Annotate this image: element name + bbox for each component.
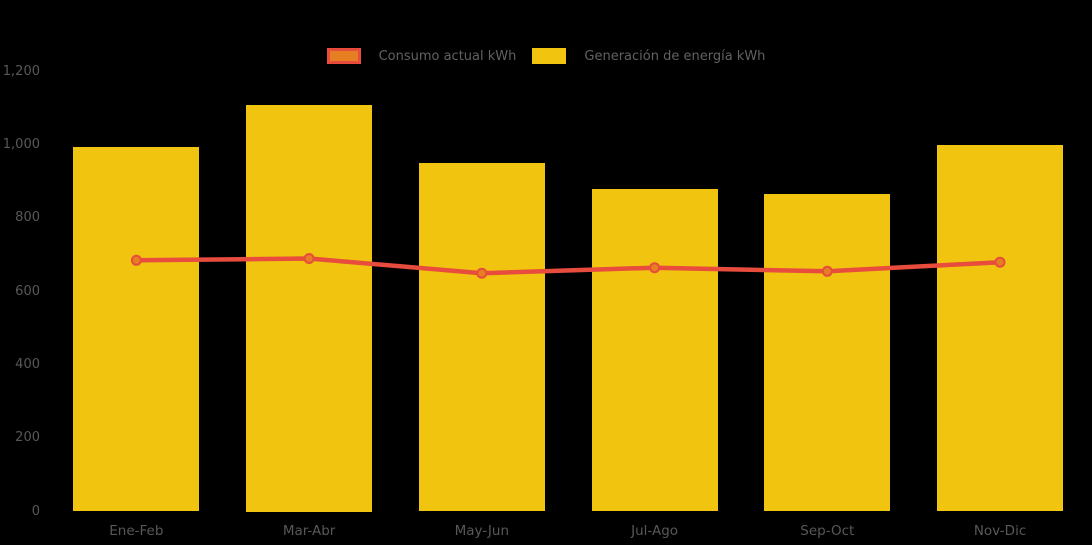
y-axis-tick-label: 800 <box>15 210 40 226</box>
y-axis-tick-label: 400 <box>15 356 40 372</box>
generation-bar[interactable] <box>73 146 200 512</box>
legend-swatch-bar <box>532 48 567 64</box>
y-axis-tick-label: 1,000 <box>2 136 40 152</box>
consumo-line-marker[interactable] <box>994 256 1006 268</box>
generation-bar[interactable] <box>764 194 891 512</box>
generation-bar[interactable] <box>418 163 545 512</box>
y-axis-tick-label: 600 <box>15 283 40 299</box>
legend-label-generacion: Generación de energía kWh <box>584 48 766 64</box>
x-axis-category-label: Nov-Dic <box>973 523 1027 539</box>
y-axis-tick-label: 1,200 <box>2 63 40 79</box>
x-axis-category-label: Ene-Feb <box>109 523 164 539</box>
y-axis-tick-label: 200 <box>15 430 40 446</box>
legend-label-consumo: Consumo actual kWh <box>378 48 517 64</box>
legend-item-consumo[interactable]: Consumo actual kWh <box>326 48 517 64</box>
consumo-line-marker[interactable] <box>476 267 488 279</box>
consumo-line-marker[interactable] <box>821 265 833 277</box>
legend-swatch-line <box>326 48 361 64</box>
x-axis-category-label: Mar-Abr <box>282 523 336 539</box>
generation-bar[interactable] <box>246 104 373 512</box>
consumo-line-marker[interactable] <box>649 262 661 274</box>
x-axis-category-label: Sep-Oct <box>800 523 855 539</box>
consumo-line-marker[interactable] <box>130 254 142 266</box>
legend: Consumo actual kWh Generación de energía… <box>0 48 1092 64</box>
generation-bar[interactable] <box>591 188 718 512</box>
x-axis-category-label: May-Jun <box>454 523 510 539</box>
consumo-line-marker[interactable] <box>303 253 315 264</box>
y-axis-tick-label: 0 <box>31 503 40 519</box>
generation-bar[interactable] <box>937 144 1064 512</box>
legend-item-generacion[interactable]: Generación de energía kWh <box>532 48 765 64</box>
x-axis-category-label: Jul-Ago <box>631 523 679 539</box>
